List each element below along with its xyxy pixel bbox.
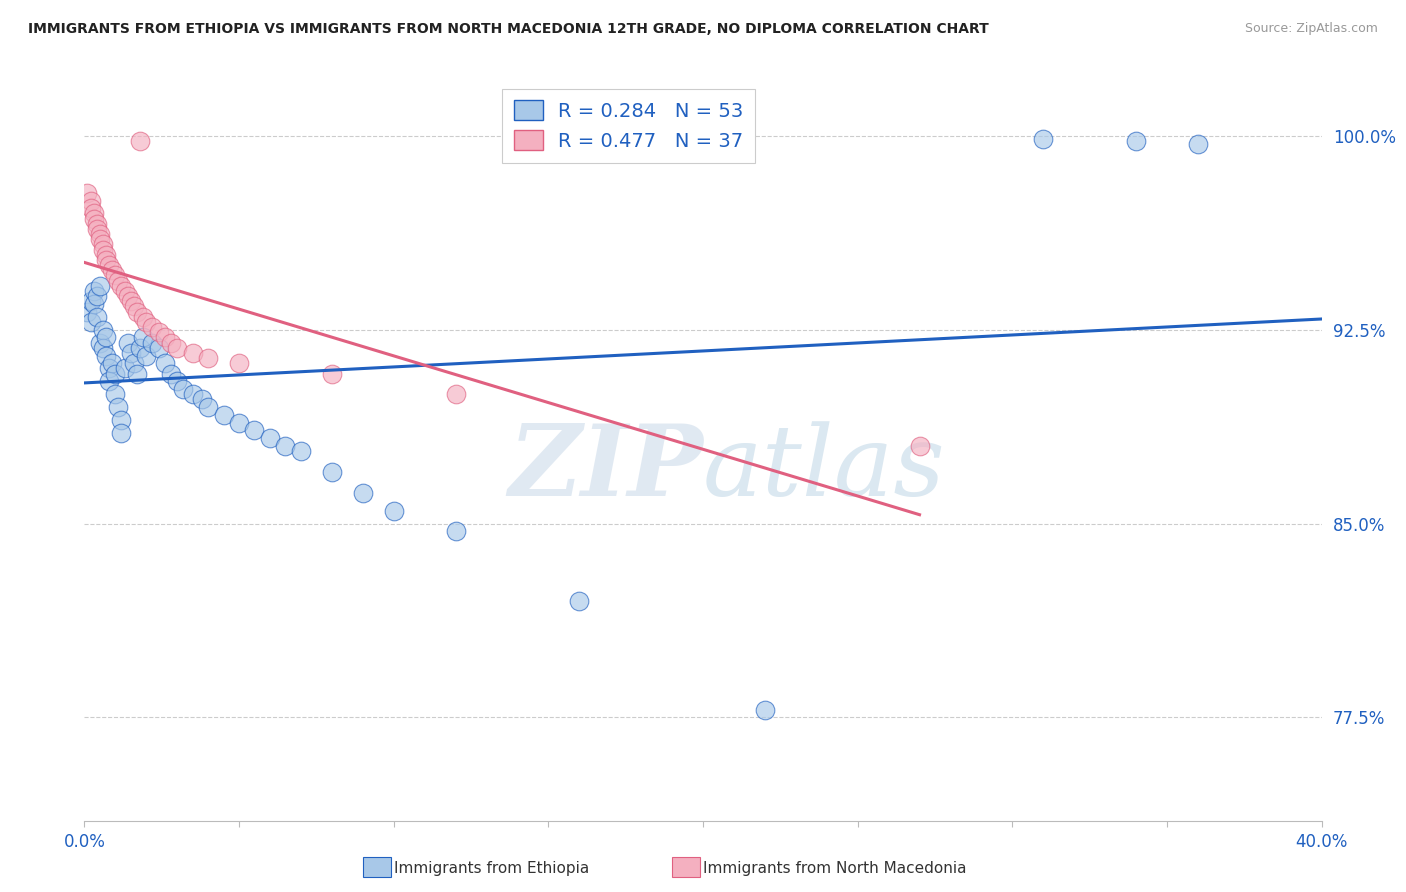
Point [83,284,105,298]
Point [91,341,114,355]
Point [352,485,374,500]
Point [568,594,591,608]
Point [444,387,467,401]
Point [83,206,105,220]
Point [83,211,105,226]
Point [86,217,108,231]
Point [104,387,127,401]
Point [89,227,111,241]
Point [135,349,157,363]
Point [98,361,121,376]
Point [110,413,132,427]
Point [94,349,117,363]
Point [101,263,124,277]
Point [91,243,114,257]
Point [135,315,157,329]
Point [86,289,108,303]
Point [259,431,281,445]
Point [98,258,121,272]
Point [153,356,176,370]
Point [86,310,108,324]
Point [114,284,136,298]
Point [148,326,170,340]
Point [228,416,250,430]
Point [79,202,101,216]
Point [117,289,139,303]
Point [89,232,111,246]
Point [132,330,155,344]
Point [243,424,266,438]
Point [89,335,111,350]
Point [114,361,136,376]
Point [117,335,139,350]
Point [321,465,343,479]
Text: Source: ZipAtlas.com: Source: ZipAtlas.com [1244,22,1378,36]
Point [160,367,183,381]
Point [98,375,121,389]
Point [125,367,148,381]
Point [86,222,108,236]
Point [94,248,117,262]
Point [132,310,155,324]
Text: IMMIGRANTS FROM ETHIOPIA VS IMMIGRANTS FROM NORTH MACEDONIA 12TH GRADE, NO DIPLO: IMMIGRANTS FROM ETHIOPIA VS IMMIGRANTS F… [28,22,988,37]
Point [94,330,117,344]
Point [120,346,142,360]
Point [148,341,170,355]
Point [104,268,127,283]
Point [89,278,111,293]
Point [1125,134,1147,148]
Point [181,346,204,360]
Point [382,503,405,517]
Point [79,315,101,329]
Point [79,294,101,309]
Point [166,341,188,355]
Point [197,401,219,415]
Point [110,426,132,441]
Legend: R = 0.284   N = 53, R = 0.477   N = 37: R = 0.284 N = 53, R = 0.477 N = 37 [502,88,755,162]
Point [104,367,127,381]
Point [125,304,148,318]
Point [444,524,467,539]
Text: ZIP: ZIP [508,420,703,516]
Point [129,341,152,355]
Point [172,382,194,396]
Point [228,356,250,370]
Point [101,356,124,370]
Point [94,252,117,267]
Point [321,367,343,381]
Text: atlas: atlas [703,421,946,516]
Point [908,439,931,453]
Point [107,274,129,288]
Point [107,401,129,415]
Point [166,375,188,389]
Point [1032,131,1054,145]
Point [79,194,101,208]
Point [181,387,204,401]
Point [122,356,145,370]
Point [153,330,176,344]
Point [120,294,142,309]
Point [110,278,132,293]
Point [91,237,114,252]
Point [191,392,214,407]
Point [76,186,98,200]
Point [1187,136,1209,151]
Point [197,351,219,366]
Point [212,408,235,422]
Point [122,300,145,314]
Point [274,439,297,453]
Point [91,323,114,337]
Point [754,702,776,716]
Point [129,134,152,148]
Text: Immigrants from North Macedonia: Immigrants from North Macedonia [703,862,966,876]
Point [76,304,98,318]
Point [160,335,183,350]
Point [83,297,105,311]
Point [141,335,163,350]
Point [141,320,163,334]
Text: Immigrants from Ethiopia: Immigrants from Ethiopia [394,862,589,876]
Point [290,444,312,458]
